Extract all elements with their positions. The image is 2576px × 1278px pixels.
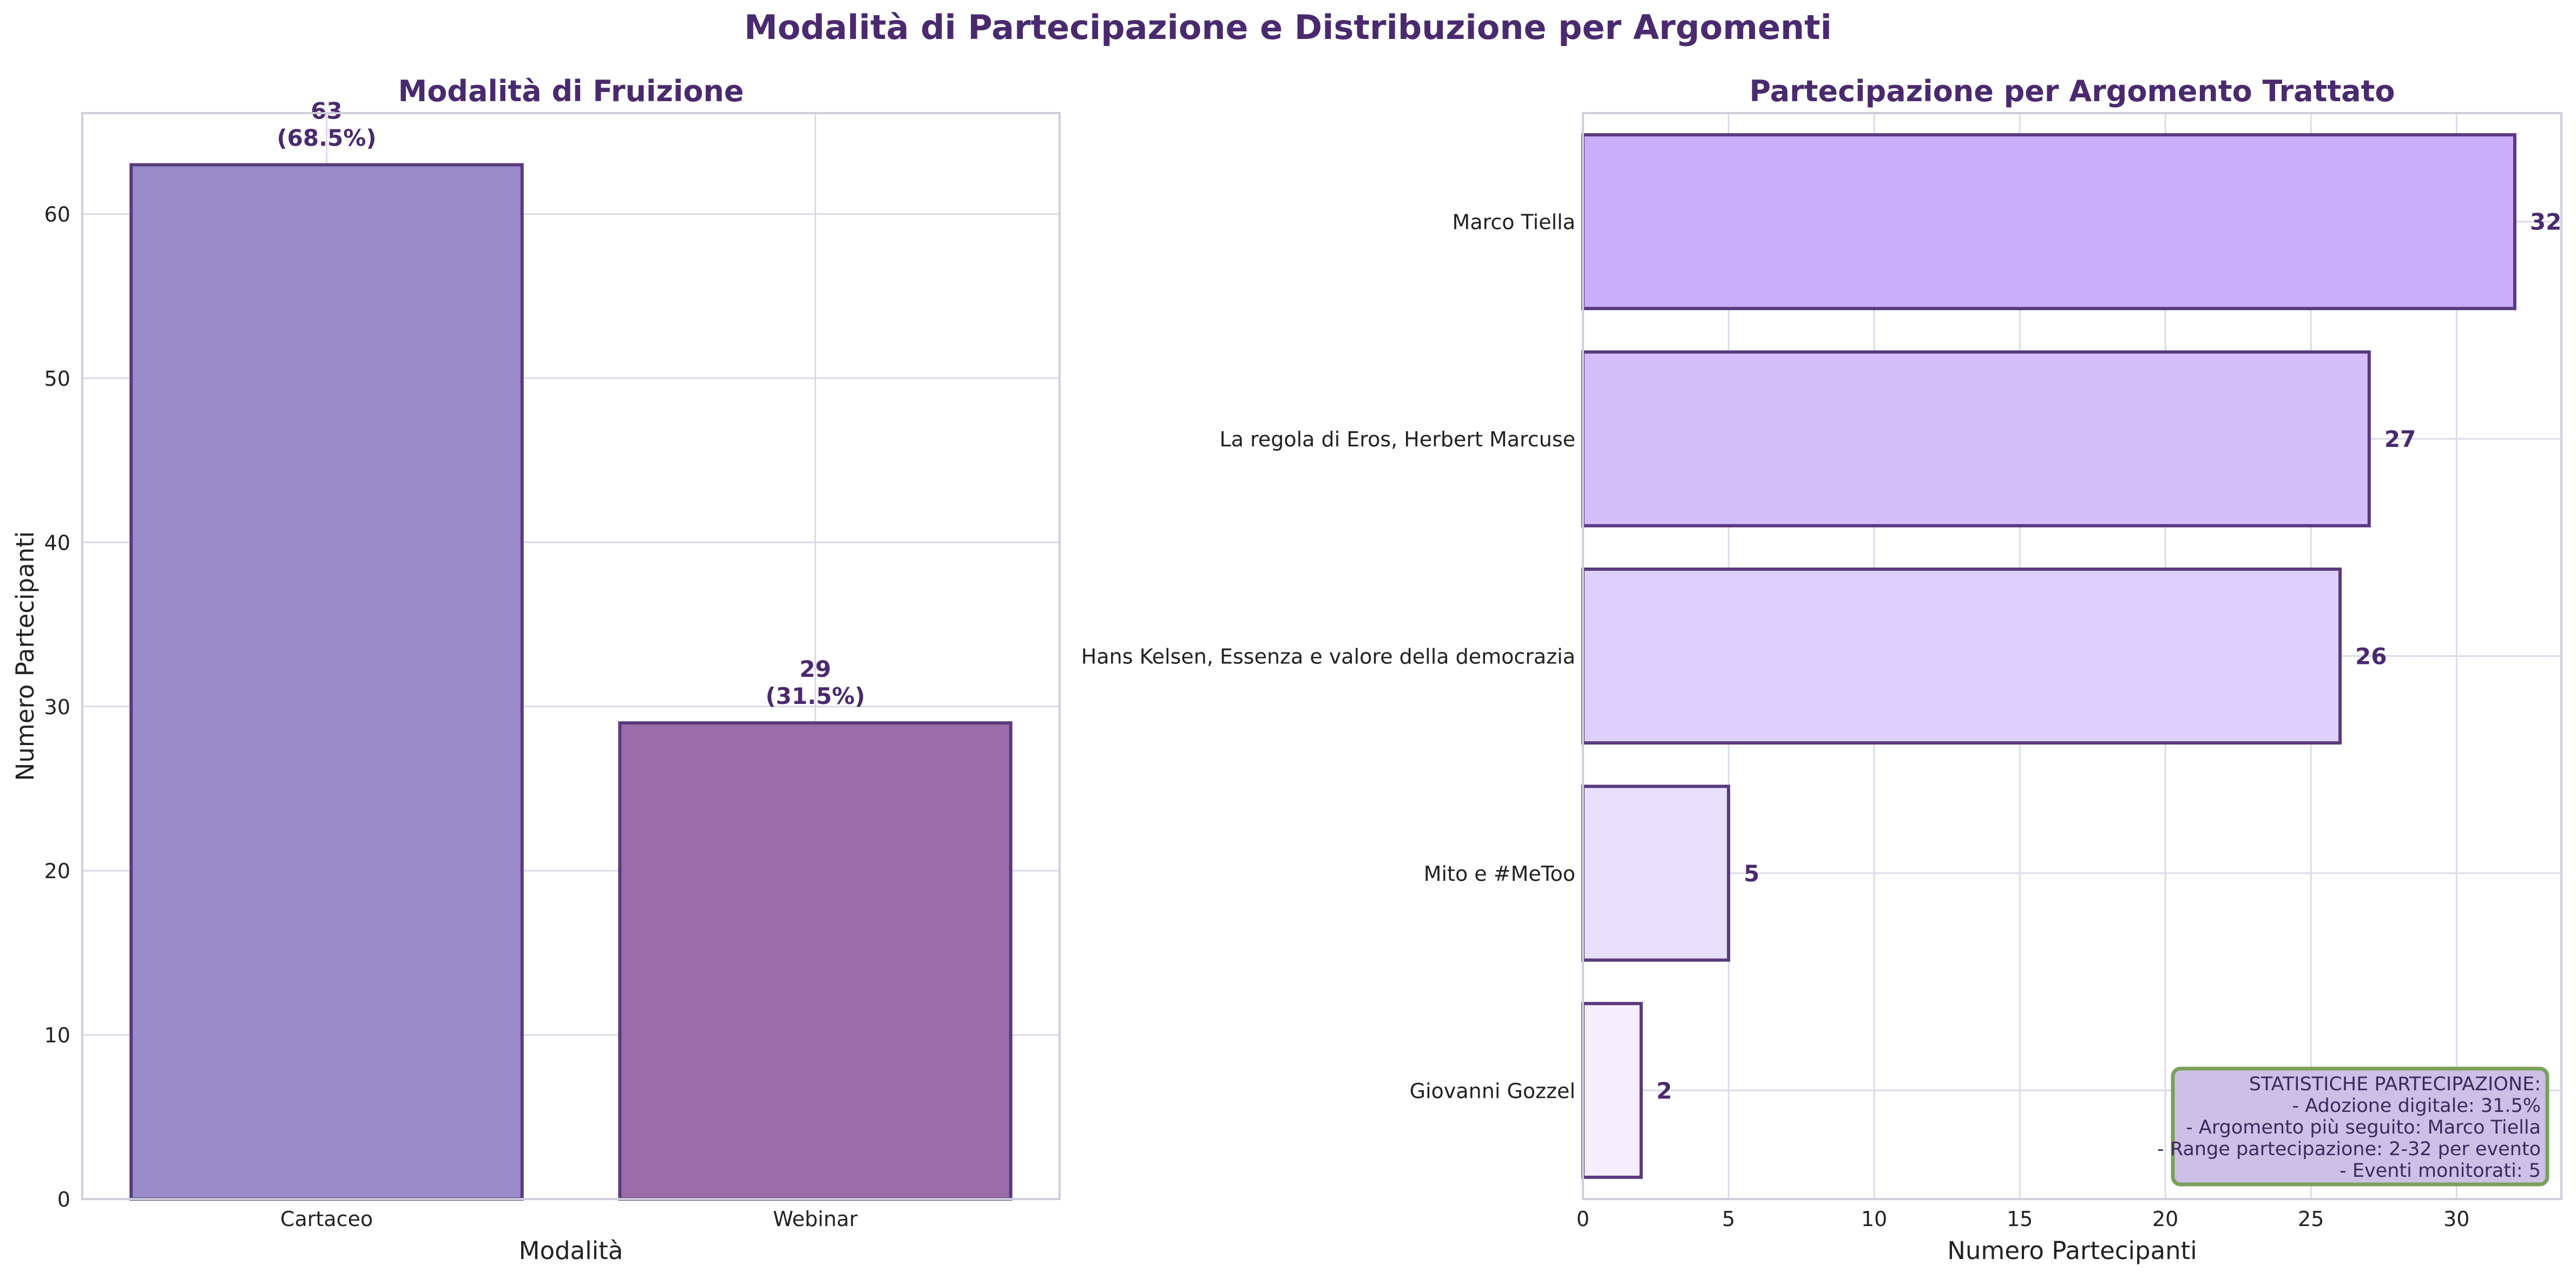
bar-value-label: 32: [2530, 209, 2561, 235]
x-tick-label: 25: [2298, 1207, 2324, 1231]
y-tick-label: 40: [44, 531, 70, 555]
x-tick-label: 5: [1722, 1207, 1735, 1231]
plot-frame-left: [81, 112, 1061, 1200]
stats-line: STATISTICHE PARTECIPAZIONE:: [2249, 1073, 2541, 1095]
bar: [618, 721, 1013, 1201]
bar: [129, 163, 524, 1201]
y-tick-label: 30: [44, 695, 70, 719]
bar-value-label: 2: [1657, 1077, 1672, 1104]
y-tick-label: Hans Kelsen, Essenza e valore della demo…: [1081, 645, 1575, 669]
x-axis-label-left: Modalità: [519, 1236, 623, 1265]
stats-box: STATISTICHE PARTECIPAZIONE: - Adozione d…: [2157, 1066, 2549, 1187]
x-tick-label: 20: [2152, 1207, 2178, 1231]
bar: [1581, 785, 1731, 962]
stats-line: - Eventi monitorati: 5: [2340, 1160, 2541, 1182]
x-tick-label: 15: [2007, 1207, 2033, 1231]
y-tick-label: 10: [44, 1024, 70, 1048]
bar: [1581, 567, 2342, 745]
bar: [1581, 1002, 1643, 1179]
stats-line: - Adozione digitale: 31.5%: [2292, 1095, 2541, 1117]
bar-value-label: 26: [2355, 643, 2387, 670]
y-tick-label: 60: [44, 203, 70, 227]
bar-value-label: 29: [799, 656, 831, 682]
y-tick-label: Marco Tiella: [1453, 210, 1575, 234]
bar-value-label: 5: [1744, 860, 1759, 887]
y-tick-label: Giovanni Gozzel: [1410, 1079, 1575, 1103]
chart-title-left: Modalità di Fruizione: [398, 74, 744, 108]
y-axis-label-left: Numero Partecipanti: [11, 531, 40, 781]
x-tick-label: 10: [1861, 1207, 1887, 1231]
stats-box-background: [2171, 1066, 2549, 1187]
x-tick-label: Webinar: [773, 1207, 858, 1231]
y-tick-label: 0: [57, 1188, 70, 1211]
plot-frame-right: [1582, 112, 2562, 1200]
bar-value-label: 27: [2384, 426, 2416, 452]
y-tick-label: 50: [44, 367, 70, 391]
x-axis-label-right: Numero Partecipanti: [1947, 1236, 2197, 1265]
chart-title-right: Partecipazione per Argomento Trattato: [1749, 74, 2395, 108]
y-tick-label: 20: [44, 859, 70, 883]
y-tick-label: La regola di Eros, Herbert Marcuse: [1220, 427, 1575, 451]
figure-title: Modalità di Partecipazione e Distribuzio…: [744, 8, 1832, 47]
bar: [1581, 350, 2371, 528]
bar-percent-label: (68.5%): [277, 125, 376, 151]
stats-line: - Argomento più seguito: Marco Tiella: [2186, 1117, 2541, 1138]
chart-left-modalita: 63(68.5%) 29(31.5%) 0 10 20 30 40 50 60 Cartaceo W…: [11, 74, 1061, 1265]
bar: [1581, 133, 2516, 311]
y-tick-label: Mito e #MeToo: [1424, 862, 1575, 886]
bar-value-label: 63: [311, 98, 342, 124]
x-tick-label: 30: [2443, 1207, 2469, 1231]
x-tick-label: Cartaceo: [280, 1207, 373, 1231]
stats-line: - Range partecipazione: 2-32 per evento: [2157, 1138, 2541, 1160]
bar-percent-label: (31.5%): [765, 683, 865, 709]
x-tick-label: 0: [1576, 1207, 1589, 1231]
